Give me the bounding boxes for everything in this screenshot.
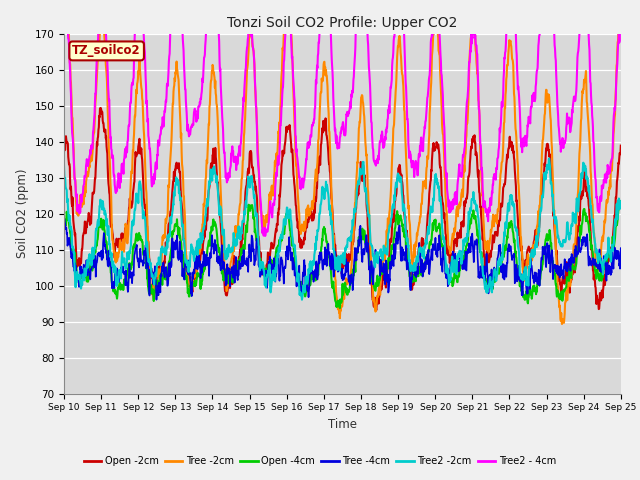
Title: Tonzi Soil CO2 Profile: Upper CO2: Tonzi Soil CO2 Profile: Upper CO2 [227, 16, 458, 30]
Line: Open -4cm: Open -4cm [64, 201, 621, 308]
Tree2 - 4cm [429, 20, 437, 25]
Open -4cm [617, 198, 625, 204]
Line: Tree -2cm: Tree -2cm [64, 0, 621, 324]
Line: Tree2 - 4cm: Tree2 - 4cm [64, 0, 621, 236]
Tree2 -2cm [184, 264, 191, 269]
Tree -4cm [60, 219, 68, 225]
Tree2 -2cm [617, 202, 625, 207]
Open -4cm [184, 290, 191, 296]
Open -4cm [336, 305, 344, 311]
Tree -4cm [502, 274, 510, 280]
Line: Tree2 -2cm: Tree2 -2cm [64, 158, 621, 300]
Tree -4cm [61, 216, 68, 222]
Tree -4cm [152, 297, 160, 302]
Tree2 -2cm [545, 156, 553, 161]
Tree -4cm [185, 258, 193, 264]
Open -4cm [246, 208, 254, 214]
Open -2cm [60, 149, 68, 155]
Tree -2cm [246, 32, 254, 38]
Tree -2cm [558, 321, 566, 327]
Tree2 - 4cm [552, 54, 559, 60]
Y-axis label: Soil CO2 (ppm): Soil CO2 (ppm) [16, 169, 29, 258]
Tree2 - 4cm [184, 122, 191, 128]
Text: TZ_soilco2: TZ_soilco2 [72, 44, 141, 58]
Open -2cm [617, 143, 625, 148]
Open -4cm [170, 227, 178, 233]
Tree -2cm [617, 6, 625, 12]
Tree2 - 4cm [246, 18, 254, 24]
Open -4cm [551, 271, 559, 277]
Tree -4cm [617, 245, 625, 251]
Tree -4cm [172, 243, 179, 249]
Tree2 - 4cm [617, 6, 625, 12]
X-axis label: Time: Time [328, 418, 357, 431]
Line: Tree -4cm: Tree -4cm [64, 219, 621, 300]
Tree2 -2cm [502, 221, 509, 227]
Tree2 -2cm [298, 297, 306, 302]
Tree -2cm [502, 88, 509, 94]
Open -2cm [552, 234, 559, 240]
Tree2 -2cm [429, 199, 437, 204]
Open -2cm [246, 151, 254, 157]
Open -2cm [429, 140, 437, 146]
Legend: Open -2cm, Tree -2cm, Open -4cm, Tree -4cm, Tree2 -2cm, Tree2 - 4cm: Open -2cm, Tree -2cm, Open -4cm, Tree -4… [80, 453, 560, 470]
Open -2cm [171, 178, 179, 184]
Tree2 -2cm [60, 162, 68, 168]
Tree2 - 4cm [261, 233, 269, 239]
Open -4cm [60, 223, 68, 228]
Tree2 -2cm [246, 179, 254, 185]
Tree -4cm [247, 258, 255, 264]
Tree2 - 4cm [60, 16, 68, 22]
Tree -2cm [429, 33, 437, 38]
Tree -2cm [60, 1, 68, 7]
Open -2cm [372, 307, 380, 313]
Tree -2cm [551, 226, 559, 232]
Tree2 -2cm [170, 193, 178, 199]
Tree -2cm [184, 274, 191, 279]
Open -2cm [502, 162, 510, 168]
Open -4cm [502, 247, 509, 252]
Tree -2cm [170, 83, 178, 88]
Open -2cm [97, 105, 104, 111]
Line: Open -2cm: Open -2cm [64, 108, 621, 310]
Tree -4cm [552, 262, 559, 268]
Tree2 -2cm [552, 221, 559, 227]
Tree2 - 4cm [502, 41, 509, 47]
Tree -4cm [429, 246, 437, 252]
Open -2cm [184, 269, 192, 275]
Open -4cm [429, 227, 437, 233]
